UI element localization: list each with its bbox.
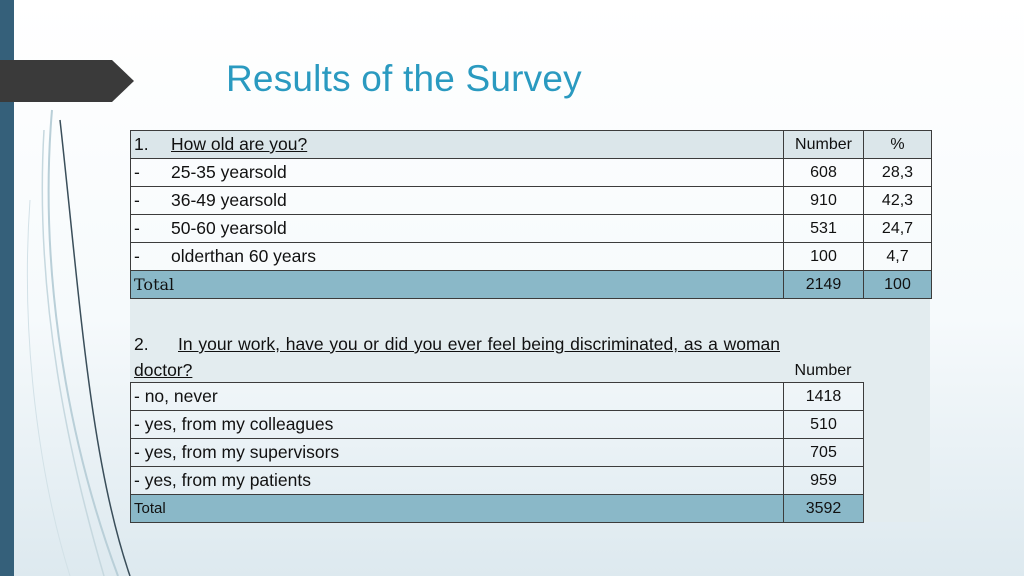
table-row: - olderthan 60 years 100 4,7 xyxy=(130,242,932,271)
title-arrow-tab xyxy=(0,60,134,102)
question-number: 2. xyxy=(134,334,149,354)
row-label: - yes, from my supervisors xyxy=(130,438,784,467)
table-row: - 25-35 yearsold 608 28,3 xyxy=(130,158,932,187)
row-dash: - xyxy=(134,218,140,238)
total-row: Total 2149 100 xyxy=(130,270,932,299)
table-row: - no, never 1418 xyxy=(130,382,864,411)
row-label-cell: - 50-60 yearsold xyxy=(130,214,784,243)
row-label: 36-49 yearsold xyxy=(171,190,287,210)
row-label: 25-35 yearsold xyxy=(171,162,287,182)
total-percent: 100 xyxy=(863,270,932,299)
row-label: - no, never xyxy=(130,382,784,411)
row-number: 608 xyxy=(783,158,864,187)
total-row: Total 3592 xyxy=(130,494,864,523)
age-table: 1. How old are you? Number % - 25-35 years… xyxy=(130,130,932,299)
row-dash: - xyxy=(134,246,140,266)
table-row: - yes, from my colleagues 510 xyxy=(130,410,864,439)
question-text: How old are you? xyxy=(171,134,308,154)
question-2: 2. In your work, have you or did you ever… xyxy=(134,331,780,383)
header-number: Number xyxy=(783,130,864,159)
panel-side-background xyxy=(863,382,930,522)
header-number: Number xyxy=(794,362,852,379)
total-label: Total xyxy=(130,494,784,523)
table-row: - yes, from my patients 959 xyxy=(130,466,864,495)
row-percent: 24,7 xyxy=(863,214,932,243)
row-label: - yes, from my colleagues xyxy=(130,410,784,439)
row-dash: - xyxy=(134,162,140,182)
row-number: 910 xyxy=(783,186,864,215)
discrimination-table: - no, never 1418 - yes, from my colleagu… xyxy=(130,382,864,523)
row-number: 705 xyxy=(783,438,864,467)
row-dash: - xyxy=(134,190,140,210)
left-accent-bar xyxy=(0,0,14,576)
row-label: 50-60 yearsold xyxy=(171,218,287,238)
slide-title: Results of the Survey xyxy=(226,58,582,99)
row-label: - yes, from my patients xyxy=(130,466,784,495)
table-header-row: 1. How old are you? Number % xyxy=(130,130,932,159)
row-number: 1418 xyxy=(783,382,864,411)
row-number: 531 xyxy=(783,214,864,243)
row-number: 959 xyxy=(783,466,864,495)
row-label-cell: - 25-35 yearsold xyxy=(130,158,784,187)
question-cell: 1. How old are you? xyxy=(130,130,784,159)
row-percent: 4,7 xyxy=(863,242,932,271)
row-number: 100 xyxy=(783,242,864,271)
total-number: 2149 xyxy=(783,270,864,299)
row-label: olderthan 60 years xyxy=(171,246,316,266)
question-panel-background xyxy=(130,299,930,382)
row-number: 510 xyxy=(783,410,864,439)
row-percent: 28,3 xyxy=(863,158,932,187)
table-row: - 36-49 yearsold 910 42,3 xyxy=(130,186,932,215)
question-text: In your work, have you or did you ever f… xyxy=(134,334,780,380)
row-label-cell: - 36-49 yearsold xyxy=(130,186,784,215)
question-number: 1. xyxy=(134,134,149,154)
row-percent: 42,3 xyxy=(863,186,932,215)
row-label-cell: - olderthan 60 years xyxy=(130,242,784,271)
decorative-lines xyxy=(26,109,131,576)
table-row: - yes, from my supervisors 705 xyxy=(130,438,864,467)
header-percent: % xyxy=(863,130,932,159)
total-number: 3592 xyxy=(783,494,864,523)
table-row: - 50-60 yearsold 531 24,7 xyxy=(130,214,932,243)
total-label: Total xyxy=(130,270,784,299)
